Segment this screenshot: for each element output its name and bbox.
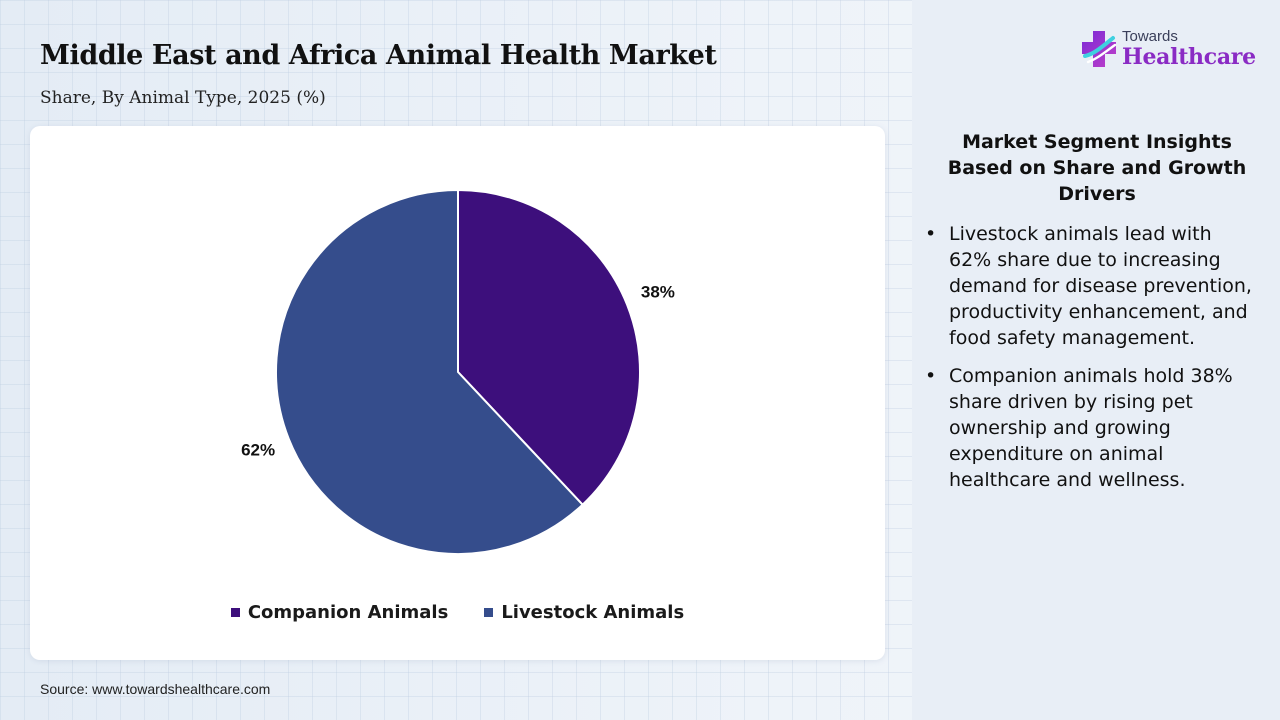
healthcare-cross-icon [1082, 31, 1117, 67]
chart-subtitle: Share, By Animal Type, 2025 (%) [40, 88, 326, 108]
insights-heading: Market Segment Insights Based on Share a… [947, 131, 1247, 205]
chart-card: 38% 62% Companion Animals Livestock Anima… [30, 126, 885, 660]
page-title: Middle East and Africa Animal Health Mar… [40, 40, 717, 71]
insights-list: • Livestock animals lead with 62% share … [922, 221, 1257, 505]
pie-slice-livestock-animals [275, 188, 585, 555]
legend-swatch-livestock-animals [484, 608, 494, 617]
pie-label-livestock-animals: 62% [241, 441, 275, 460]
legend-label-livestock-animals: Livestock Animals [501, 602, 685, 623]
logo-text-towards: Towards [1122, 28, 1178, 45]
towards-healthcare-logo: Towards Healthcare [1080, 26, 1260, 78]
pie-chart: 38% 62% [241, 188, 675, 555]
legend-item-livestock-animals: Livestock Animals [484, 602, 684, 623]
insight-text-livestock: Livestock animals lead with 62% share du… [949, 223, 1252, 349]
insight-text-companion: Companion animals hold 38% share driven … [949, 365, 1233, 491]
pie-slice-companion-animals [457, 188, 641, 507]
chart-legend: Companion Animals Livestock Animals [30, 602, 885, 623]
pie-label-companion-animals: 38% [641, 282, 675, 301]
chart-area: Middle East and Africa Animal Health Mar… [30, 40, 885, 697]
logo-text-healthcare: Healthcare [1122, 44, 1256, 70]
insight-item-livestock: • Livestock animals lead with 62% share … [922, 221, 1257, 351]
bullet-icon: • [925, 223, 937, 245]
legend-item-companion-animals: Companion Animals [230, 602, 449, 623]
legend-label-companion-animals: Companion Animals [247, 602, 449, 623]
insight-item-companion: • Companion animals hold 38% share drive… [922, 363, 1257, 493]
source-note: Source: www.towardshealthcare.com [40, 681, 271, 697]
insights-panel: Towards Healthcare Market Segment Insigh… [912, 0, 1280, 720]
bullet-icon: • [925, 365, 937, 387]
legend-swatch-companion-animals [230, 608, 240, 617]
